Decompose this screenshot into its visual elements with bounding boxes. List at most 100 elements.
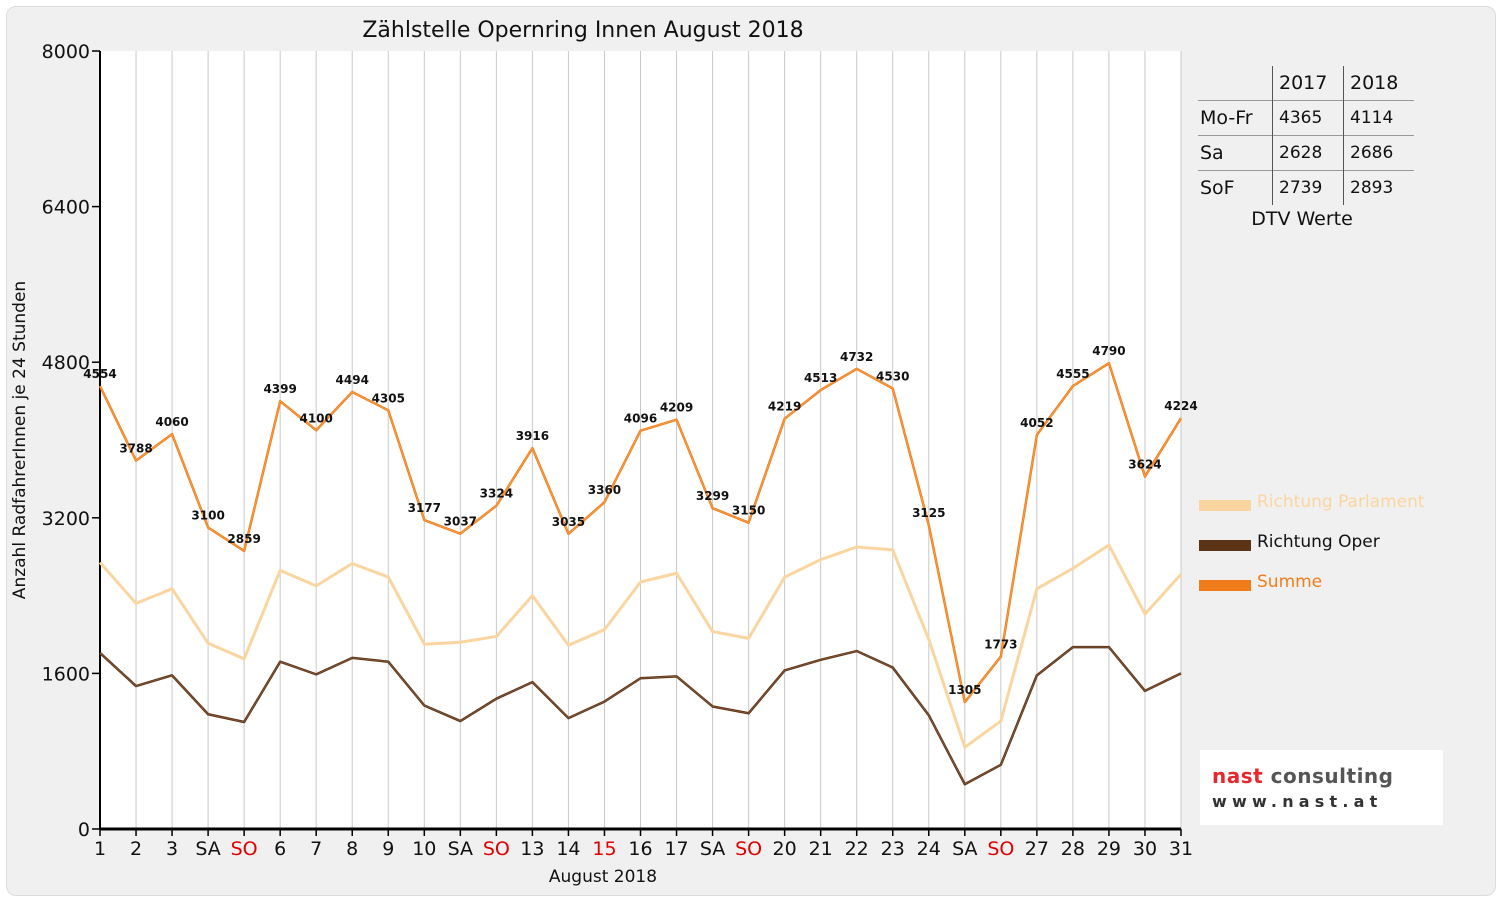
- dtv-header-2017: 2017: [1272, 66, 1344, 101]
- data-label: 1305: [948, 683, 981, 697]
- y-axis-label: Anzahl RadfahrerInnen je 24 Stunden: [10, 281, 30, 599]
- y-tick-label: 3200: [42, 508, 90, 530]
- data-label: 4052: [1020, 416, 1053, 430]
- dtv-row-label: Sa: [1198, 135, 1273, 171]
- x-tick-label: 6: [274, 838, 286, 860]
- data-label: 4530: [876, 369, 909, 383]
- chart-title: Zählstelle Opernring Innen August 2018: [362, 18, 803, 43]
- x-tick-label: 30: [1133, 838, 1157, 860]
- data-label: 4224: [1164, 399, 1197, 413]
- dtv-row: SoF 2739 2893: [1198, 170, 1414, 205]
- x-tick-label: 21: [809, 838, 833, 860]
- dtv-header-row: 2017 2018: [1198, 66, 1414, 101]
- dtv-row-label: SoF: [1198, 170, 1273, 205]
- x-tick-label: SO: [735, 838, 762, 860]
- x-tick-label: 14: [556, 838, 580, 860]
- x-tick-label: SO: [483, 838, 510, 860]
- data-label: 3100: [191, 509, 224, 523]
- data-label: 4555: [1056, 367, 1089, 381]
- x-tick-label: 23: [881, 838, 905, 860]
- y-tick-label: 1600: [42, 663, 90, 685]
- x-tick-label: 2: [130, 838, 142, 860]
- x-tick-label: 7: [310, 838, 322, 860]
- x-tick-label: SA: [448, 838, 473, 860]
- x-tick-label: 10: [412, 838, 436, 860]
- data-label: 3916: [516, 429, 549, 443]
- nast-consulting-logo: nast consulting www.nast.at: [1200, 750, 1443, 825]
- data-label: 4790: [1092, 344, 1125, 358]
- x-axis-label: August 2018: [549, 867, 657, 887]
- data-label: 4305: [372, 391, 405, 405]
- dtv-value: 2893: [1343, 170, 1414, 205]
- data-label: 4732: [840, 350, 873, 364]
- data-label: 3360: [588, 483, 621, 497]
- x-tick-label: 3: [166, 838, 178, 860]
- data-label: 1773: [984, 638, 1017, 652]
- y-tick-label: 0: [78, 819, 90, 841]
- dtv-row: Sa 2628 2686: [1198, 135, 1414, 171]
- legend-label: Richtung Parlament: [1257, 492, 1425, 512]
- x-tick-label: SA: [952, 838, 977, 860]
- series-line-richtung-parlament: [98, 543, 1183, 749]
- series-line-highlight: [99, 362, 1182, 703]
- x-tick-label: 20: [773, 838, 797, 860]
- x-tick-label: 15: [592, 838, 616, 860]
- data-label: 3150: [732, 504, 765, 518]
- x-tick-label: SO: [231, 838, 258, 860]
- data-label: 3177: [408, 501, 441, 515]
- legend-swatch: [1199, 540, 1251, 551]
- data-label: 3788: [119, 442, 152, 456]
- dtv-row-label: Mo-Fr: [1198, 100, 1273, 136]
- data-label: 4399: [263, 382, 296, 396]
- logo-name-part2: consulting: [1270, 764, 1394, 788]
- data-label: 4096: [624, 412, 657, 426]
- data-label: 4219: [768, 400, 801, 414]
- data-label: 4513: [804, 371, 837, 385]
- dtv-value: 2739: [1272, 170, 1344, 205]
- data-label: 4554: [83, 367, 116, 381]
- dtv-header-empty: [1198, 66, 1273, 101]
- x-tick-label: 27: [1025, 838, 1049, 860]
- x-tick-label: 9: [382, 838, 394, 860]
- x-tick-label: 31: [1169, 838, 1193, 860]
- x-tick-label: 28: [1061, 838, 1085, 860]
- x-tick-label: SA: [195, 838, 220, 860]
- logo-wordmark: nast consulting: [1212, 764, 1393, 788]
- dtv-header-2018: 2018: [1343, 66, 1414, 101]
- data-label: 4100: [299, 411, 332, 425]
- x-tick-label: 13: [520, 838, 544, 860]
- x-tick-label: 16: [628, 838, 652, 860]
- data-label: 3624: [1128, 458, 1161, 472]
- legend-label: Summe: [1257, 572, 1323, 592]
- legend-label: Richtung Oper: [1257, 532, 1380, 552]
- dtv-table: 2017 2018 Mo-Fr 4365 4114 Sa 2628 2686 S…: [1198, 66, 1414, 205]
- dtv-value: 4365: [1272, 100, 1344, 136]
- x-tick-label: 29: [1097, 838, 1121, 860]
- dtv-value: 2628: [1272, 135, 1344, 171]
- x-tick-label: 24: [917, 838, 941, 860]
- y-tick-label: 6400: [42, 197, 90, 219]
- x-tick-label: 8: [346, 838, 358, 860]
- data-label: 2859: [227, 532, 260, 546]
- series-line-highlight: [99, 646, 1182, 785]
- legend-swatch: [1199, 500, 1251, 511]
- x-tick-label: 17: [664, 838, 688, 860]
- y-tick-label: 8000: [42, 41, 90, 63]
- x-tick-label: SA: [700, 838, 725, 860]
- logo-name-part1: nast: [1212, 764, 1264, 788]
- data-label: 3125: [912, 506, 945, 520]
- dtv-caption: DTV Werte: [1251, 208, 1353, 230]
- data-label: 4209: [660, 401, 693, 415]
- data-label: 4060: [155, 415, 188, 429]
- x-tick-label: 1: [94, 838, 106, 860]
- data-label: 3035: [552, 515, 585, 529]
- data-label: 3037: [444, 515, 477, 529]
- logo-website: www.nast.at: [1212, 792, 1383, 811]
- dtv-value: 2686: [1343, 135, 1414, 171]
- x-tick-label: 22: [845, 838, 869, 860]
- x-tick-label: SO: [987, 838, 1014, 860]
- dtv-row: Mo-Fr 4365 4114: [1198, 100, 1414, 136]
- dtv-value: 4114: [1343, 100, 1414, 136]
- y-tick-label: 4800: [42, 352, 90, 374]
